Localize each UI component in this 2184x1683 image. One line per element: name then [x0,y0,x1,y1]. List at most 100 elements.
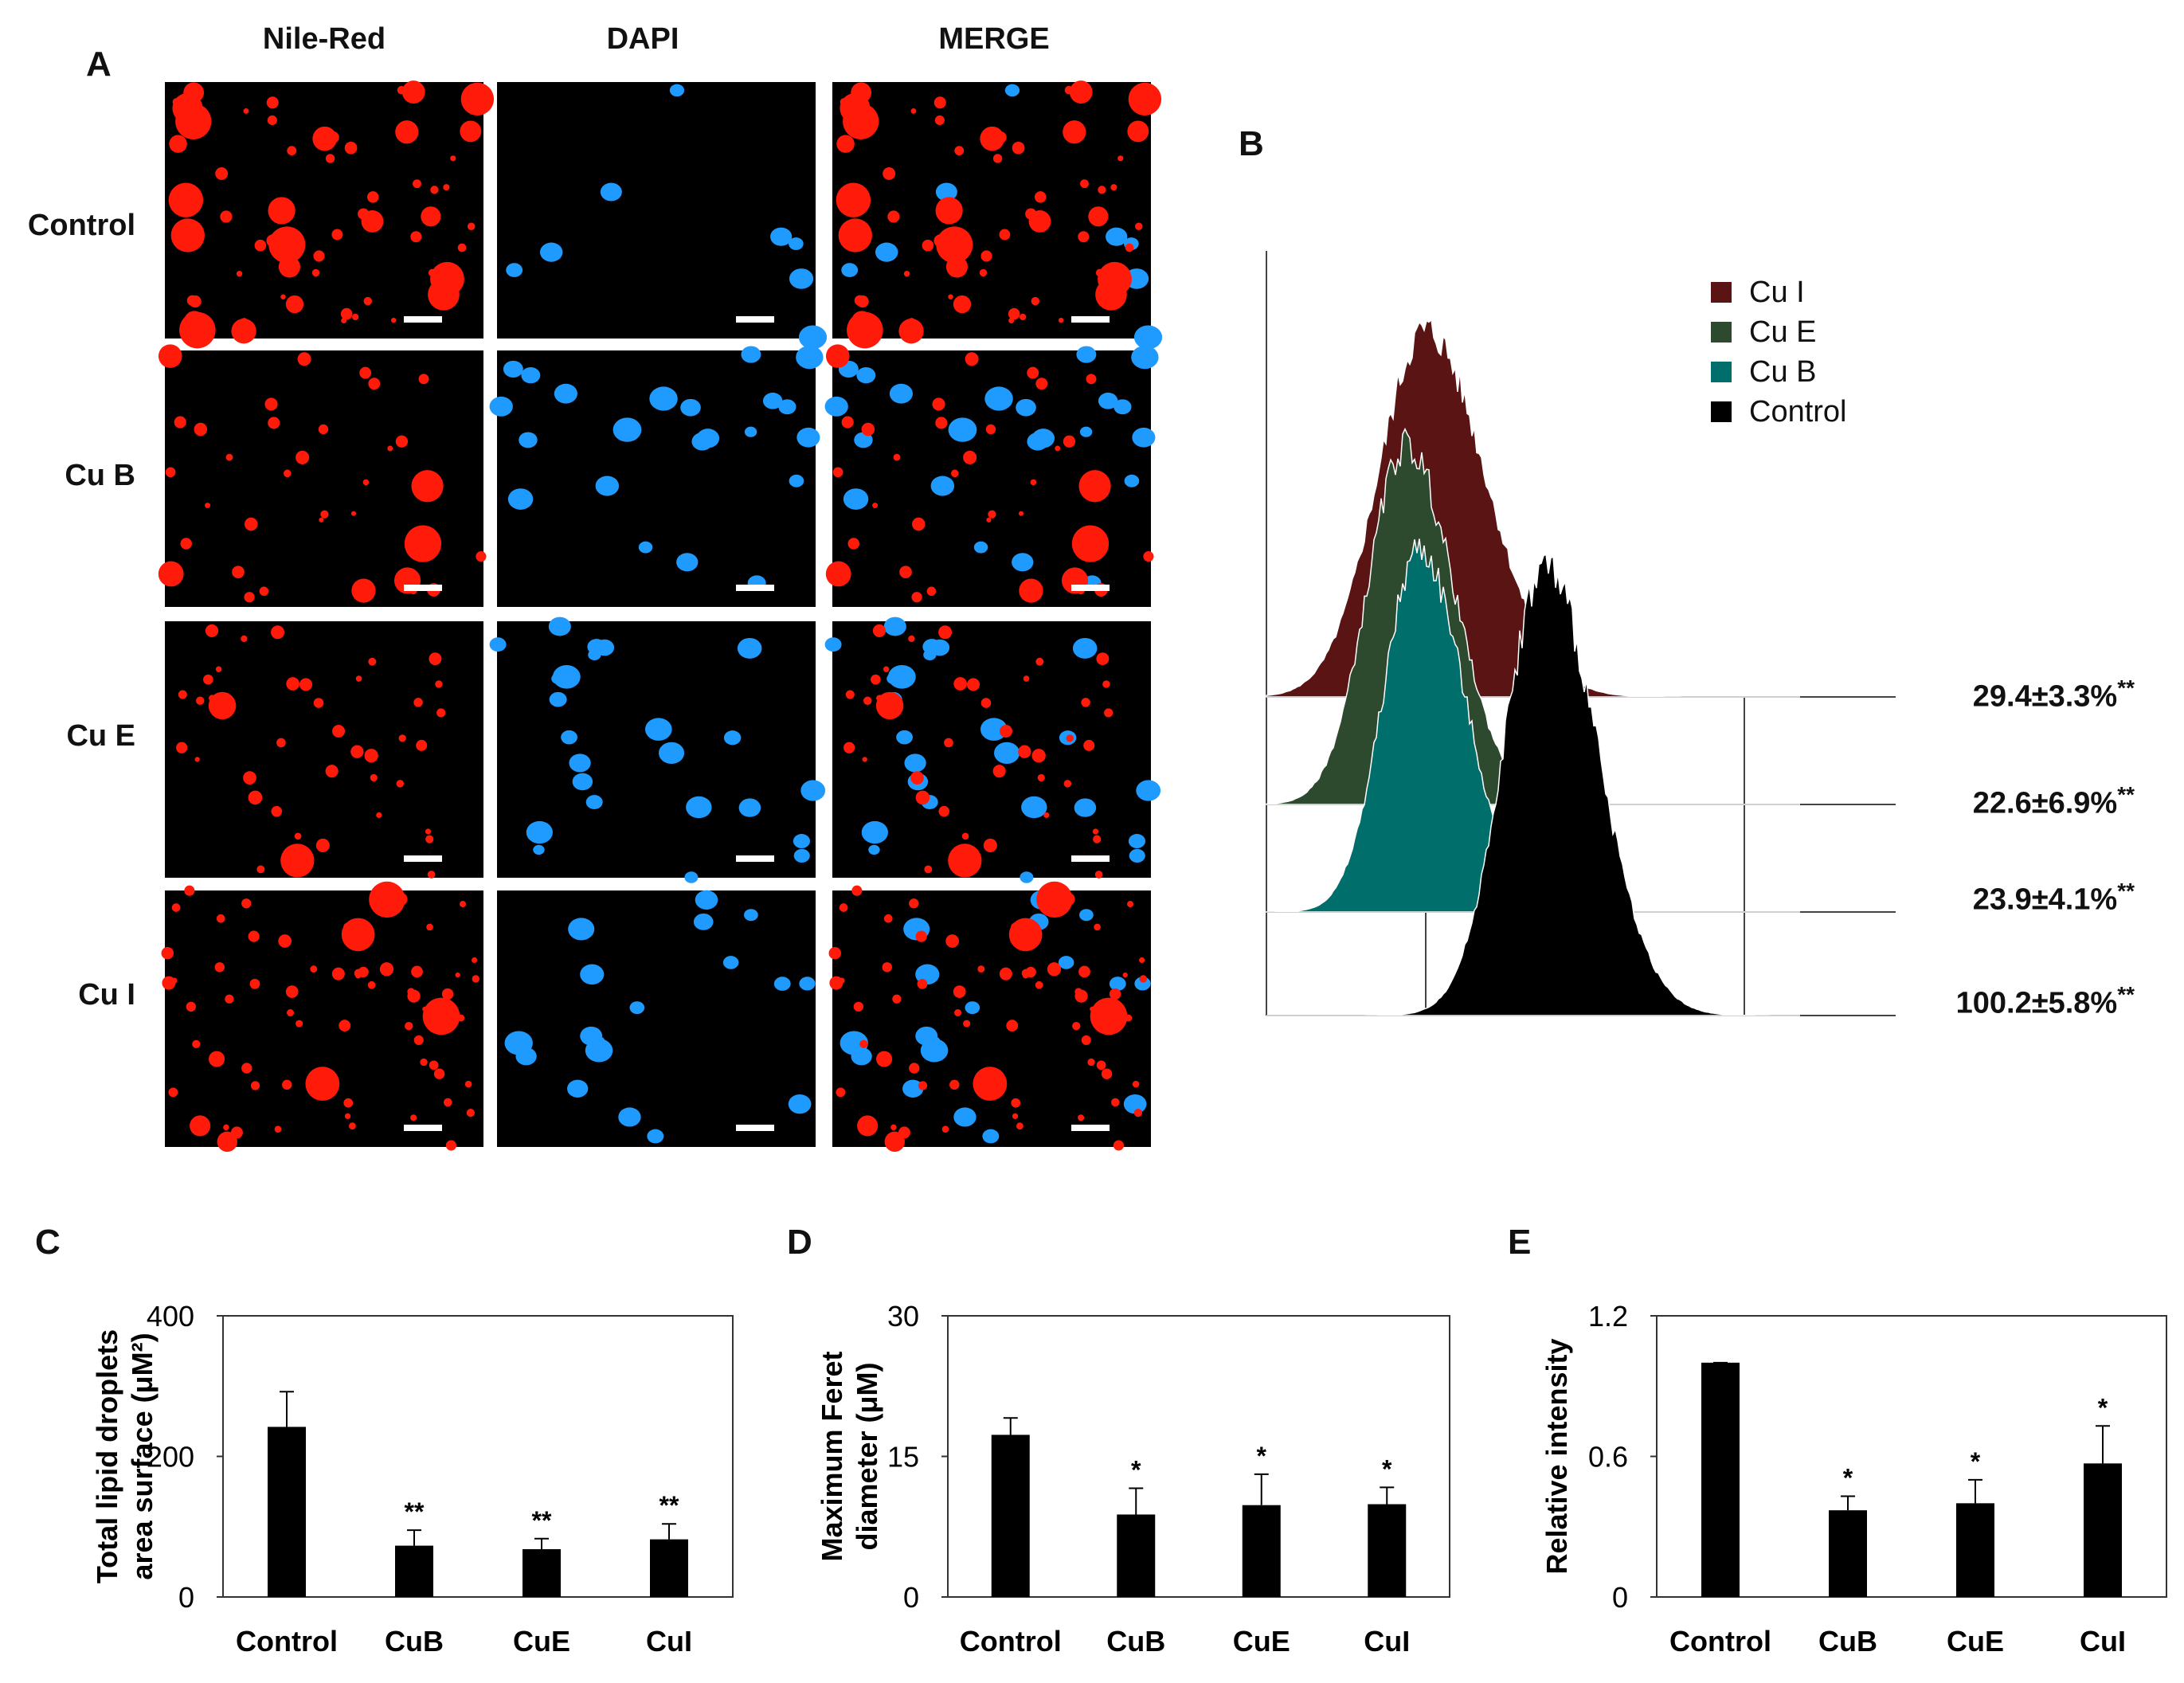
lipid-droplet [1020,313,1027,321]
scale-bar [1071,316,1110,323]
scale-bar [404,855,442,862]
nucleus [789,474,804,487]
lipid-droplet [194,757,200,762]
lipid-droplet [1037,773,1045,782]
bar-cub [1117,1514,1156,1597]
lipid-droplet [853,1001,863,1012]
lipid-droplet [343,922,353,932]
lipid-droplet [825,344,850,368]
lipid-droplet [1012,141,1025,155]
y-tick-label: 0 [903,1581,919,1614]
tile-cu-i-dapi [497,890,816,1147]
lipid-droplet [370,773,378,782]
nucleus [561,730,577,745]
lipid-droplet [918,1081,928,1090]
panel-d-label: D [787,1223,812,1262]
bar-group-cub: ** CuB [385,1497,444,1658]
lipid-droplet [427,871,436,879]
lipid-droplet [319,517,324,523]
lipid-droplet [376,812,382,819]
lipid-droplet [882,962,892,973]
lipid-droplet [331,229,343,241]
nucleus [554,383,577,404]
lipid-droplet [259,586,269,597]
nucleus [889,383,913,404]
lipid-droplet [1125,1014,1133,1022]
lipid-droplet [932,397,945,411]
nucleus [638,541,653,554]
lipid-droplet [428,268,436,277]
significance-marker: * [1843,1464,1853,1493]
lipid-droplet [924,865,933,874]
nucleus [1016,398,1036,417]
nucleus [1058,956,1074,969]
lipid-droplet [980,250,992,262]
lipid-droplet [1102,680,1110,688]
lipid-droplet [845,690,855,699]
lipid-droplet [871,674,881,685]
lipid-droplet [411,470,444,503]
row-label-cu-b: Cu B [65,459,135,492]
tile-cu-e-nile-red [165,621,483,879]
lipid-droplet [832,467,843,478]
nucleus [1129,848,1145,863]
microscopy-grid [158,80,1163,1153]
lipid-droplet [863,696,872,706]
lipid-droplet [320,510,329,519]
y-axis-label: Total lipid dropletsarea surface (μM²) [91,1329,159,1583]
lipid-droplet [284,469,292,478]
nucleus [788,1094,812,1114]
bar-group-cue: * CuE [1233,1442,1290,1658]
nucleus [489,637,507,652]
lipid-droplet [949,1079,960,1090]
scale-bar [736,316,774,323]
nucleus [799,977,816,991]
significance-marker: * [1131,1456,1141,1485]
lipid-droplet [421,206,441,227]
lipid-droplet [280,294,286,299]
value-sig-cu-i: ** [2117,675,2135,700]
lipid-droplet [1102,1023,1108,1028]
tile-background [165,621,483,878]
lipid-droplet [405,1022,413,1031]
lipid-droplet [1036,881,1073,918]
lipid-droplet [1064,85,1074,95]
nucleus [841,263,859,277]
bar-group-control: Control [960,1417,1062,1658]
lipid-droplet [445,1140,457,1151]
lipid-droplet [1016,1122,1024,1130]
nucleus [1074,798,1097,817]
tile-cu-b-dapi [489,345,824,607]
lipid-droplet [433,1068,445,1079]
lipid-droplet [243,108,249,114]
lipid-droplet [171,903,181,912]
lipid-droplet [411,965,423,978]
x-tick-label: CuE [1947,1625,2004,1658]
lipid-droplet [268,197,296,225]
lipid-droplet [1078,1114,1085,1121]
lipid-droplet [862,757,867,762]
nucleus [980,718,1008,741]
lipid-droplet [435,1023,440,1028]
y-tick-label: 1.2 [1588,1300,1628,1333]
lipid-droplet [1055,445,1061,452]
nucleus [789,237,804,250]
lipid-droplet [1090,1006,1095,1012]
y-axis-label-line: Maximum Feret [816,1351,848,1561]
legend-item-control: Control [1711,392,1847,432]
nucleus [902,1079,924,1098]
lipid-droplet [944,738,953,748]
lipid-droplet [422,1006,428,1012]
lipid-droplet [948,294,953,299]
lipid-droplet [413,698,423,707]
tile-cu-e-dapi [489,616,826,883]
lipid-droplet [209,695,216,702]
lipid-droplet [1011,922,1020,932]
lipid-droplet [249,978,260,989]
nucleus [1114,399,1132,415]
lipid-droplet [404,525,442,562]
nucleus [503,360,523,378]
lipid-droplet [364,749,378,763]
nucleus [629,1001,645,1015]
lipid-droplet [857,1115,879,1137]
